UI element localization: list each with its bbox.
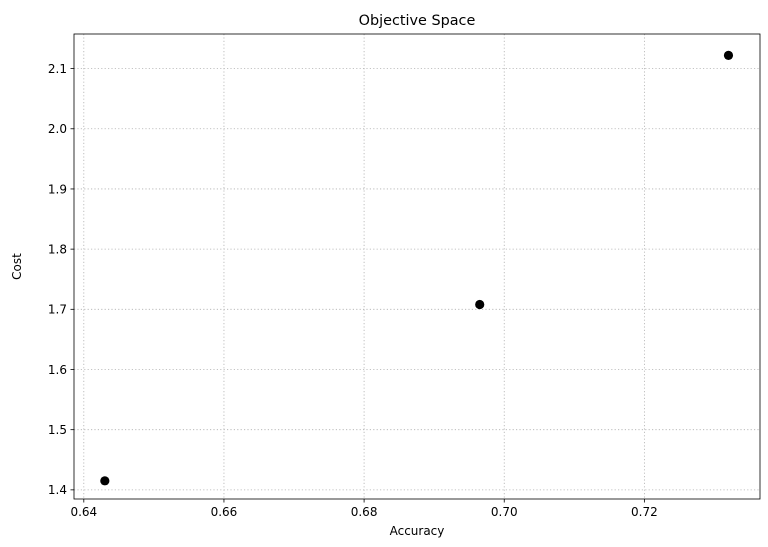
y-tick-label: 2.0 bbox=[48, 122, 67, 136]
y-tick-label: 1.8 bbox=[48, 242, 67, 256]
y-tick-label: 2.1 bbox=[48, 62, 67, 76]
x-tick-label: 0.72 bbox=[631, 505, 658, 519]
y-axis-label: Cost bbox=[10, 253, 24, 280]
y-tick-label: 1.4 bbox=[48, 483, 67, 497]
y-tick-label: 1.6 bbox=[48, 363, 67, 377]
x-tick-label: 0.66 bbox=[211, 505, 238, 519]
data-points bbox=[100, 50, 734, 486]
x-tick-label: 0.68 bbox=[351, 505, 378, 519]
x-axis-label: Accuracy bbox=[390, 524, 445, 538]
plot-frame bbox=[73, 33, 761, 500]
x-tick-label: 0.70 bbox=[491, 505, 518, 519]
chart-title: Objective Space bbox=[359, 13, 476, 29]
data-point bbox=[475, 299, 485, 310]
axis-ticks: 0.64 0.66 0.68 0.70 0.72 1.4 1.5 1.6 1.7 1.8 1.9 2.… bbox=[48, 62, 658, 519]
x-tick-label: 0.64 bbox=[70, 505, 97, 519]
grid bbox=[74, 34, 760, 499]
y-tick-label: 1.5 bbox=[48, 423, 67, 437]
y-tick-label: 1.9 bbox=[48, 182, 67, 196]
data-point bbox=[100, 476, 110, 486]
y-tick-label: 1.7 bbox=[48, 303, 67, 317]
data-point bbox=[723, 50, 734, 60]
